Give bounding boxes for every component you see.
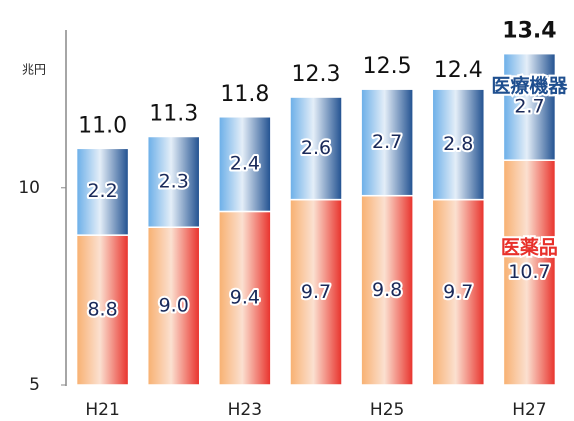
x-tick-label: H27: [512, 400, 546, 420]
value-label: 2.4: [230, 153, 260, 175]
bar-segment: [146, 135, 201, 228]
value-label: 2.6: [301, 137, 331, 159]
bar-segment: [146, 226, 201, 386]
x-tick-label: H23: [228, 400, 262, 420]
total-label: 12.5: [363, 54, 412, 79]
value-label: 9.4: [230, 287, 260, 309]
total-label: 12.4: [434, 58, 483, 83]
value-label: 8.8: [87, 299, 117, 321]
value-label: 9.7: [443, 281, 473, 303]
value-label: 10.7: [508, 261, 550, 283]
bar-segment: [75, 147, 130, 236]
value-label: 2.3: [159, 170, 189, 192]
value-label: 2.8: [443, 133, 473, 155]
value-label: 2.7: [372, 131, 402, 153]
total-label: 13.4: [502, 19, 556, 44]
total-label: 11.8: [220, 82, 269, 107]
value-label: 2.7: [514, 95, 544, 117]
bar-segment: [75, 234, 130, 386]
value-label: 9.0: [159, 295, 189, 317]
y-tick-label: 10: [18, 178, 40, 198]
value-label: 2.2: [87, 180, 117, 202]
x-tick-label: H21: [85, 400, 119, 420]
bar-segment: [502, 159, 557, 386]
legend-label: 医薬品: [501, 236, 558, 259]
x-tick-label: H25: [370, 400, 404, 420]
y-axis-unit: 兆円: [22, 63, 46, 77]
bar-segment: [289, 198, 343, 386]
bar-segment: [360, 88, 414, 197]
bar-segment: [431, 88, 486, 201]
bar-segment: [502, 52, 557, 161]
y-tick-label: 5: [29, 375, 40, 395]
total-label: 11.3: [149, 102, 198, 127]
value-label: 9.8: [372, 279, 402, 301]
bar-segment: [218, 210, 272, 386]
total-label: 11.0: [78, 113, 127, 138]
bar-segment: [289, 96, 343, 201]
total-label: 12.3: [292, 62, 341, 87]
bar-segment: [218, 116, 272, 213]
bar-segment: [431, 198, 486, 386]
value-label: 9.7: [301, 281, 331, 303]
bar-segment: [360, 194, 414, 386]
legend-label: 医療機器: [491, 74, 568, 97]
